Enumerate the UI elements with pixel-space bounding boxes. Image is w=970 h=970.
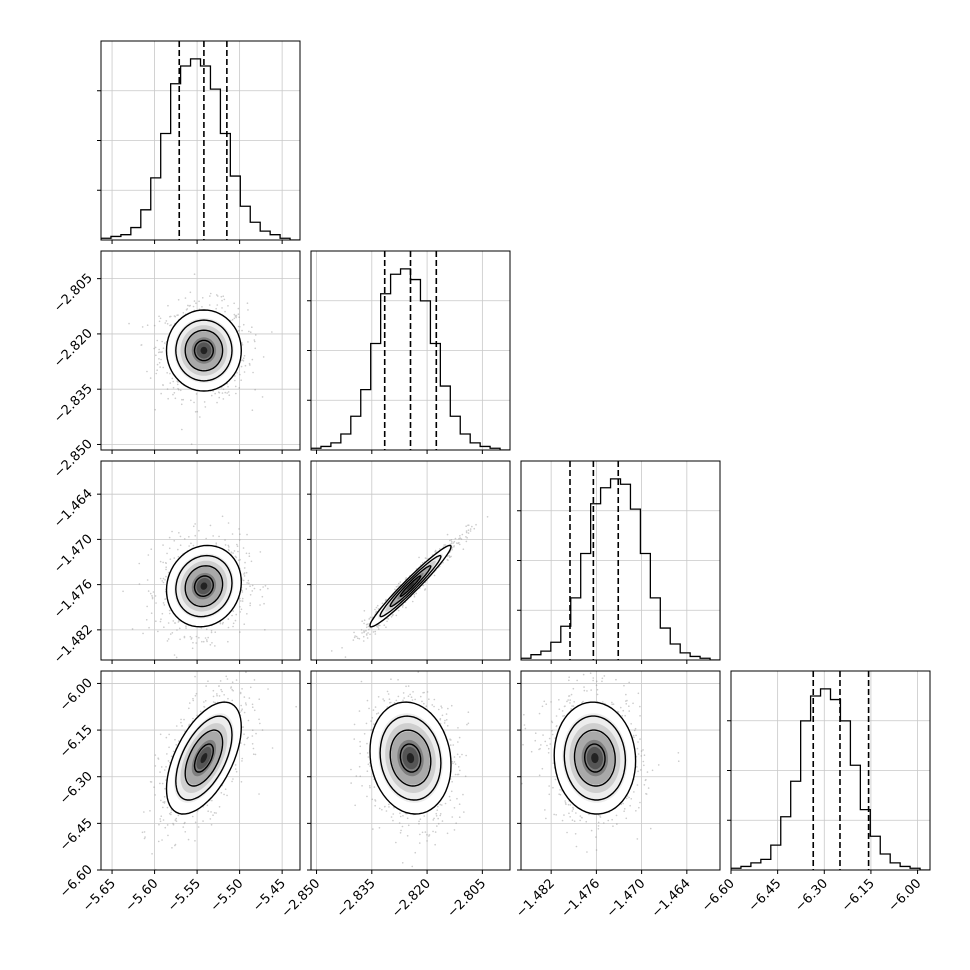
contour-line <box>165 701 243 815</box>
y-tick-label: −6.30 <box>57 769 96 808</box>
panel-frame <box>100 250 301 451</box>
histogram-step <box>521 478 720 660</box>
panel-frame <box>520 670 721 871</box>
density-fill <box>406 753 415 764</box>
x-tick-label: −2.835 <box>334 876 379 921</box>
density-fill <box>200 753 208 764</box>
panel-frame <box>310 250 511 451</box>
joint-panel-3-2: −1.482 −1.476 −1.470 −1.464 <box>513 670 721 921</box>
panel-contents <box>101 671 300 870</box>
y-tick-label: −6.00 <box>57 676 96 715</box>
panel-frame <box>310 670 511 871</box>
panel-contents <box>101 461 300 660</box>
contour-line <box>553 701 637 815</box>
contour-line <box>175 319 233 382</box>
panel-frame <box>100 670 301 871</box>
y-tick-label: −6.15 <box>57 722 96 761</box>
contour-line <box>399 575 422 597</box>
x-tick-label: −1.476 <box>559 876 604 921</box>
y-tick-label: −1.482 <box>51 622 96 667</box>
histogram-step <box>311 268 510 450</box>
contour-line <box>193 339 215 362</box>
histogram-step <box>731 688 930 870</box>
contour-line <box>165 309 243 392</box>
contour-line <box>184 729 224 787</box>
contour-line <box>369 544 452 628</box>
marginal-panel-2 <box>517 460 721 664</box>
panel-contents <box>731 671 930 870</box>
density-fill <box>200 346 208 355</box>
contour-line <box>193 575 215 597</box>
y-tick-label: −1.470 <box>51 532 96 577</box>
panel-frame <box>730 670 931 871</box>
x-tick-label: −6.60 <box>699 876 738 915</box>
density-fill <box>200 582 208 590</box>
contour-line <box>563 715 627 801</box>
panel-frame <box>520 460 721 661</box>
joint-panel-3-0: −6.60−6.45−6.30−6.15−6.00−5.65 −5.60 −5.55… <box>57 670 301 915</box>
joint-panel-2-0: −1.482−1.476−1.470−1.464 <box>51 460 301 667</box>
contour-line <box>369 701 452 815</box>
x-tick-label: −5.55 <box>165 876 204 915</box>
y-tick-label: −2.835 <box>51 381 96 426</box>
panel-contents <box>101 41 300 240</box>
joint-panel-1-0: −2.850 −2.835 −2.820 −2.805 <box>51 250 301 482</box>
contour-line <box>165 544 243 628</box>
contour-line <box>573 729 616 787</box>
x-tick-label: −6.30 <box>792 876 831 915</box>
contour-line <box>184 565 224 608</box>
y-tick-label: −2.805 <box>51 271 96 316</box>
density-fill <box>406 582 415 590</box>
contour-line <box>389 565 432 608</box>
x-tick-label: −2.820 <box>389 876 434 921</box>
histogram-step <box>101 58 300 240</box>
y-tick-label: −1.476 <box>51 577 96 622</box>
x-tick-label: −2.805 <box>445 876 490 921</box>
panel-contents <box>521 461 720 660</box>
contour-line <box>399 743 422 773</box>
contour-line <box>379 554 442 618</box>
x-tick-label: −1.482 <box>513 876 558 921</box>
x-tick-label: −6.45 <box>746 876 785 915</box>
marginal-panel-0 <box>97 40 301 244</box>
x-tick-label: −2.850 <box>279 876 324 921</box>
panel-contents <box>311 461 510 660</box>
contour-line <box>175 554 233 618</box>
y-tick-label: −2.850 <box>51 437 96 482</box>
panel-frame <box>100 40 301 241</box>
marginal-panel-3: −6.60 −6.45 −6.30 −6.15 −6.00 <box>699 670 931 915</box>
y-tick-label: −2.820 <box>51 326 96 371</box>
panel-frame <box>310 460 511 661</box>
joint-panel-3-1: −2.850 −2.835 −2.820 −2.805 <box>279 670 511 921</box>
x-tick-label: −1.470 <box>604 876 649 921</box>
panel-contents <box>521 671 720 870</box>
contour-line <box>583 743 606 773</box>
y-tick-label: −6.45 <box>57 816 96 855</box>
marginal-panel-1 <box>307 250 511 454</box>
panel-frame <box>100 460 301 661</box>
contour-line <box>193 743 215 773</box>
panel-contents <box>101 251 300 450</box>
panel-contents <box>311 671 510 870</box>
contour-line <box>175 715 233 801</box>
x-tick-label: −6.15 <box>839 876 878 915</box>
x-tick-label: −5.50 <box>208 876 247 915</box>
panel-contents <box>311 251 510 450</box>
joint-panel-2-1 <box>307 460 511 664</box>
density-fill <box>591 753 599 764</box>
x-tick-label: −5.60 <box>123 876 162 915</box>
contour-line <box>389 729 432 787</box>
contour-line <box>184 329 224 372</box>
x-tick-label: −1.464 <box>649 876 694 921</box>
x-tick-label: −6.00 <box>886 876 925 915</box>
contour-line <box>379 715 442 801</box>
y-tick-label: −1.464 <box>51 486 96 531</box>
